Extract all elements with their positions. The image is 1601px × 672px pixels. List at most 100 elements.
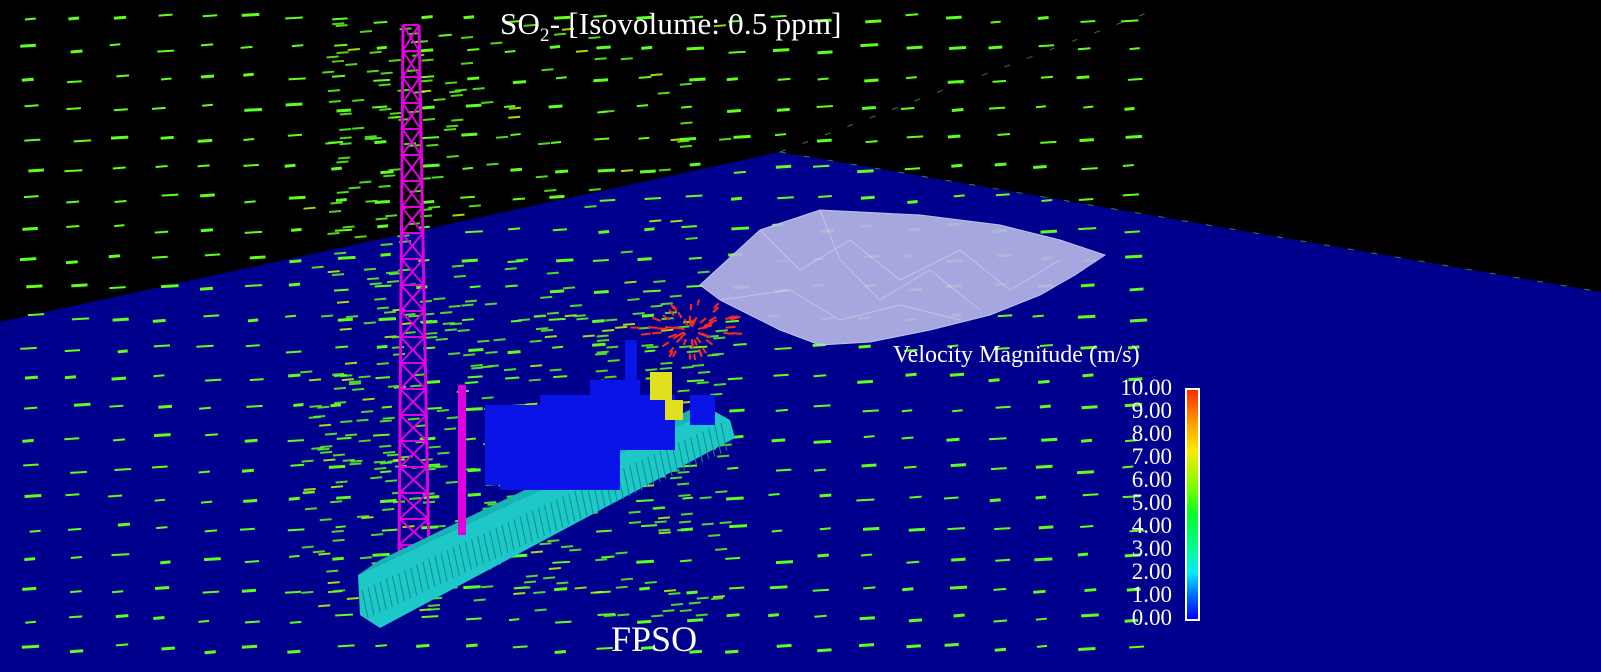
wind-vector bbox=[546, 311, 560, 315]
wind-vector bbox=[379, 419, 392, 423]
wind-vector bbox=[382, 416, 395, 420]
wind-vector bbox=[115, 643, 129, 647]
wind-vector bbox=[563, 286, 576, 290]
wind-vector bbox=[354, 235, 367, 239]
wind-vector bbox=[678, 520, 692, 524]
wind-vector bbox=[204, 650, 216, 655]
wind-vector bbox=[989, 498, 1001, 503]
wind-vector bbox=[615, 325, 628, 329]
wind-vector bbox=[303, 491, 316, 495]
wind-vector bbox=[339, 142, 352, 146]
hull-plating-line bbox=[501, 524, 509, 553]
wind-vector bbox=[947, 134, 961, 139]
wind-vector bbox=[361, 410, 374, 414]
wind-vector bbox=[657, 516, 671, 520]
wind-vector bbox=[995, 193, 1010, 197]
wind-vector bbox=[383, 310, 397, 314]
wind-vector bbox=[679, 82, 692, 86]
wind-vector bbox=[66, 80, 82, 84]
wind-vector bbox=[379, 107, 392, 111]
wind-vector bbox=[109, 404, 124, 408]
wind-vector bbox=[534, 314, 547, 318]
wind-vector bbox=[308, 378, 322, 382]
hot-vector bbox=[701, 347, 707, 354]
wind-vector bbox=[352, 387, 365, 391]
wind-vector bbox=[1080, 283, 1095, 288]
wind-vector bbox=[293, 403, 304, 407]
wind-vector bbox=[1082, 493, 1099, 497]
wind-vector bbox=[154, 586, 170, 591]
wind-vector bbox=[161, 646, 176, 651]
wind-vector bbox=[862, 526, 880, 531]
wind-vector bbox=[345, 63, 358, 67]
wind-vector bbox=[644, 349, 656, 353]
tower-brace bbox=[401, 102, 422, 130]
wind-vector bbox=[904, 167, 921, 171]
tower-brace bbox=[401, 154, 423, 182]
wind-vector bbox=[326, 55, 339, 59]
wind-vector bbox=[1038, 525, 1054, 530]
wind-vector bbox=[285, 314, 297, 318]
hull-plating-line bbox=[550, 502, 558, 531]
wind-vector bbox=[23, 463, 39, 467]
hot-vector bbox=[703, 321, 714, 327]
wind-vector bbox=[1122, 163, 1134, 167]
title-subscript: 2 bbox=[540, 25, 550, 46]
hot-vector bbox=[723, 331, 734, 335]
wind-vector bbox=[376, 306, 389, 310]
wind-vector bbox=[420, 79, 433, 83]
wind-vector bbox=[814, 614, 827, 618]
wind-vector bbox=[288, 282, 301, 287]
wind-vector bbox=[1081, 613, 1099, 618]
wind-vector bbox=[946, 437, 960, 442]
wind-vector bbox=[317, 405, 330, 409]
wind-vector bbox=[243, 72, 254, 77]
wind-vector bbox=[375, 376, 391, 380]
wind-vector bbox=[372, 552, 390, 557]
wind-vector bbox=[199, 406, 212, 410]
wind-vector bbox=[374, 466, 387, 470]
hull-plating-line bbox=[525, 513, 533, 542]
wind-vector bbox=[638, 136, 650, 140]
wind-vector bbox=[423, 495, 440, 500]
wind-vector bbox=[22, 586, 37, 591]
wind-vector bbox=[555, 169, 569, 174]
wind-vector bbox=[157, 49, 175, 53]
wind-vector bbox=[376, 45, 387, 50]
wind-vector bbox=[205, 433, 218, 437]
wind-vector bbox=[200, 193, 215, 198]
wind-vector bbox=[1078, 646, 1096, 651]
wind-vector bbox=[708, 533, 721, 537]
wind-vector bbox=[151, 465, 168, 469]
wind-vector bbox=[597, 613, 616, 617]
wind-vector bbox=[358, 375, 371, 379]
wind-vector bbox=[249, 255, 266, 260]
wind-vector bbox=[21, 77, 34, 82]
wind-vector bbox=[27, 313, 45, 317]
wind-vector bbox=[463, 15, 475, 20]
wind-vector bbox=[1077, 47, 1091, 51]
wind-vector bbox=[906, 76, 917, 80]
wind-vector bbox=[639, 586, 650, 591]
wind-vector bbox=[202, 14, 218, 18]
wind-vector bbox=[444, 427, 457, 431]
wind-vector bbox=[443, 128, 456, 132]
wind-vector bbox=[111, 553, 130, 557]
hull-plating-line bbox=[702, 431, 710, 460]
wind-vector bbox=[339, 136, 352, 140]
wind-vector bbox=[535, 175, 548, 179]
wind-vector bbox=[337, 255, 356, 260]
wind-vector bbox=[860, 195, 875, 200]
wind-vector bbox=[384, 498, 397, 502]
wind-vector bbox=[507, 350, 521, 355]
wind-vector bbox=[713, 24, 726, 28]
wind-vector bbox=[1124, 106, 1135, 111]
legend-tick: 4.00 bbox=[1131, 513, 1172, 538]
wind-vector bbox=[582, 334, 595, 338]
wind-vector bbox=[620, 57, 633, 61]
hull-plating-line bbox=[647, 456, 655, 485]
wind-vector bbox=[371, 533, 384, 537]
wind-vector bbox=[508, 227, 521, 231]
wind-vector bbox=[650, 304, 663, 308]
wind-vector bbox=[593, 78, 609, 83]
